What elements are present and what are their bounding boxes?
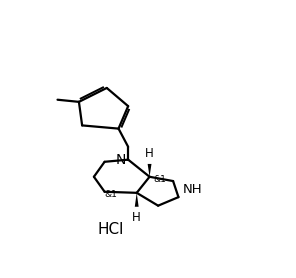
Text: &1: &1 <box>154 175 167 185</box>
Text: NH: NH <box>183 183 202 196</box>
Text: H: H <box>145 147 154 160</box>
Polygon shape <box>148 164 152 177</box>
Text: N: N <box>115 153 126 167</box>
Polygon shape <box>135 193 139 207</box>
Text: HCl: HCl <box>98 222 124 237</box>
Text: &1: &1 <box>104 190 118 199</box>
Text: H: H <box>132 211 141 224</box>
